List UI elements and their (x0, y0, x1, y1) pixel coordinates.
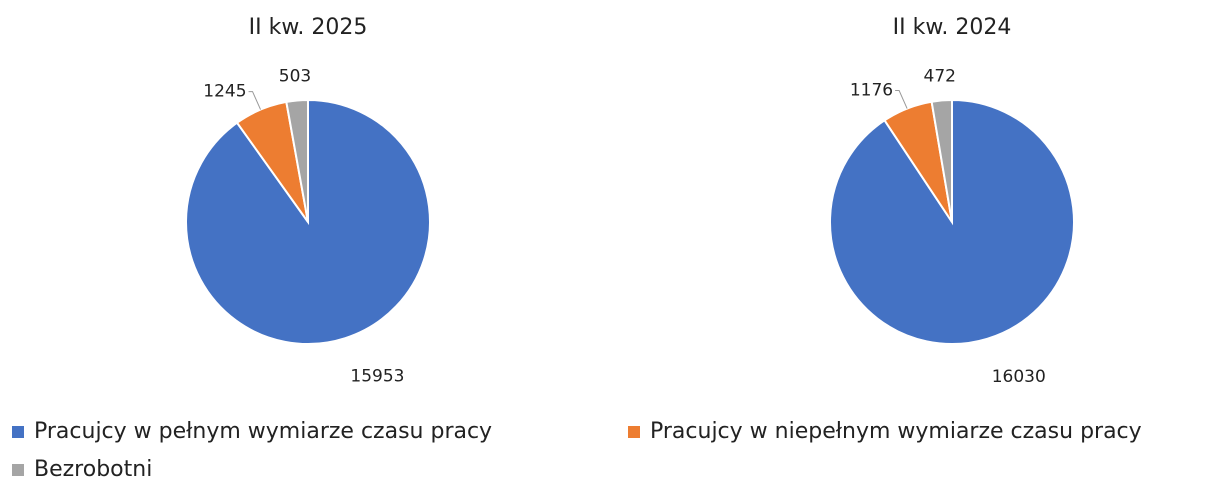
pie-slice (930, 98, 953, 223)
data-label: 16030 (992, 367, 1046, 387)
legend-label: Pracujcy w niepełnym wymiarze czasu prac… (650, 419, 1142, 444)
legend-swatch (12, 426, 24, 438)
legend-label: Bezrobotni (34, 457, 152, 482)
legend-label: Pracujcy w pełnym wymiarze czasu pracy (34, 419, 492, 444)
chart-title: II kw. 2024 (893, 15, 1012, 40)
data-label: 472 (924, 67, 956, 87)
chart-title: II kw. 2025 (249, 15, 368, 40)
legend-swatch (628, 426, 640, 438)
data-label: 15953 (350, 366, 404, 386)
data-label: 503 (279, 67, 311, 87)
data-label: 1176 (850, 81, 893, 101)
legend-swatch (12, 464, 24, 476)
pie-slice (285, 98, 309, 223)
data-label: 1245 (203, 82, 246, 102)
leader-line (895, 90, 908, 109)
leader-line (248, 91, 262, 110)
